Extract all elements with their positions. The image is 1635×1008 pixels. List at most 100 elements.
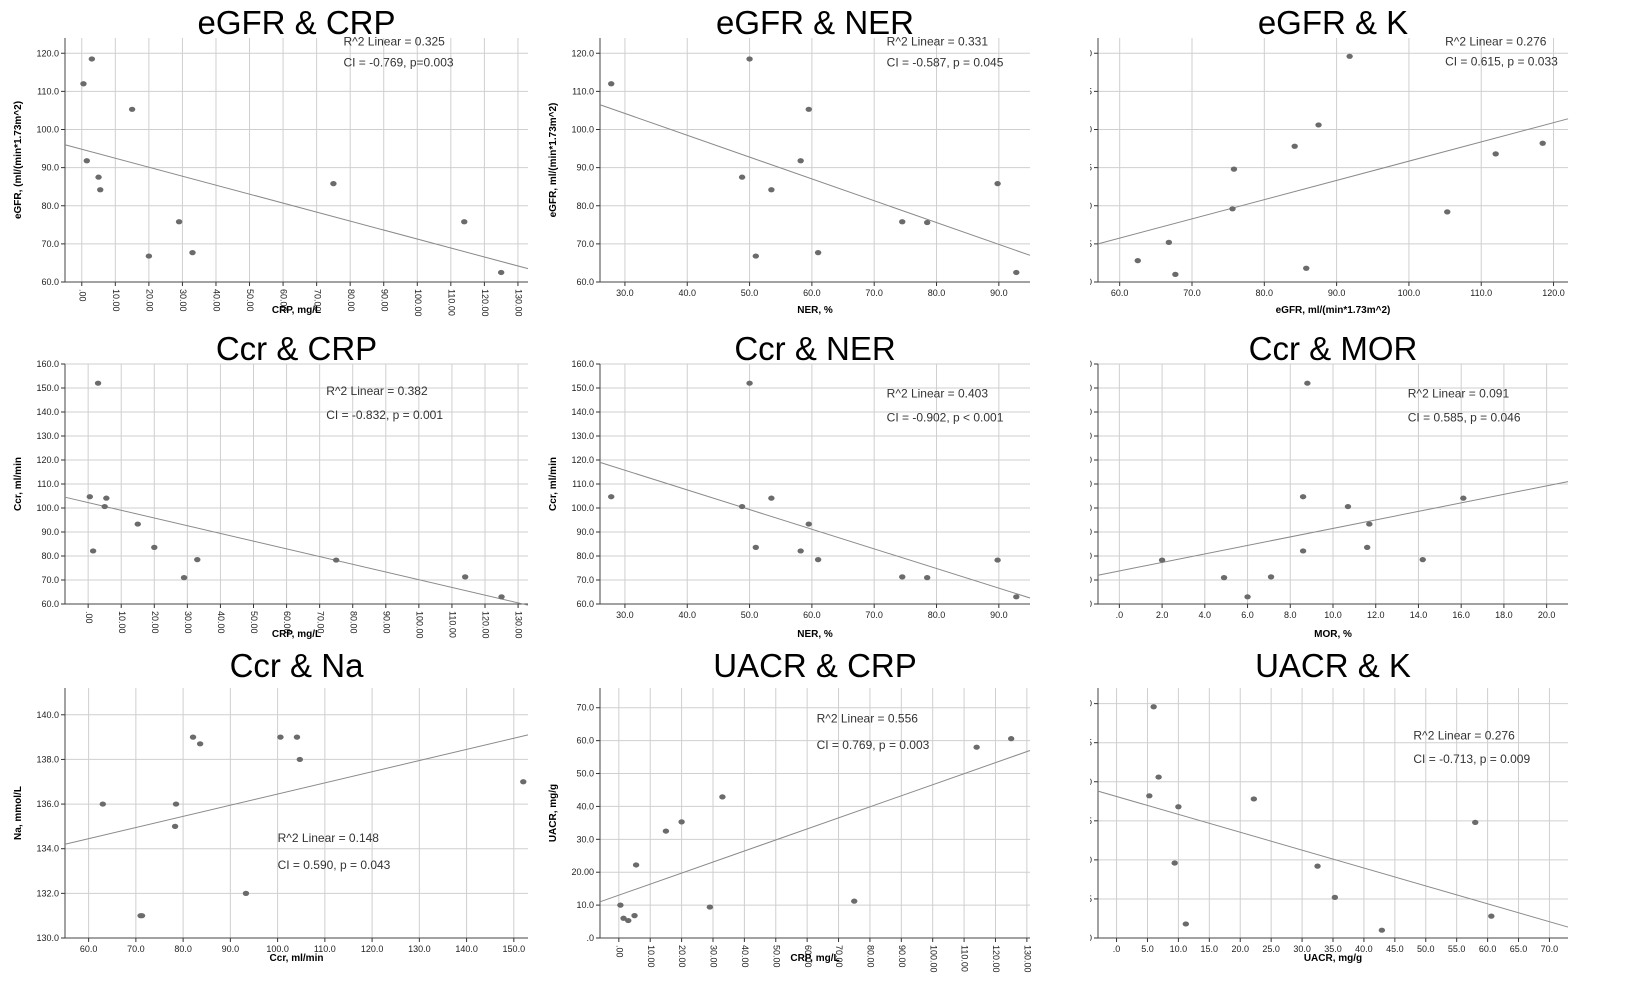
x-tick-label: 100.00: [413, 289, 423, 317]
r-squared-annotation: R^2 Linear = 0.403: [887, 387, 989, 401]
x-axis-label: CRP, mg/L: [272, 305, 321, 316]
x-tick-label: 40.0: [678, 288, 696, 298]
y-tick-label: 70.0: [41, 239, 59, 249]
y-tick-label: 130.0: [36, 933, 59, 943]
x-tick-label: .0: [1113, 944, 1121, 954]
x-tick-label: 50.0: [741, 610, 759, 620]
y-tick-label: 90.0: [41, 163, 59, 173]
y-tick-label: 90.0: [1090, 527, 1092, 537]
x-tick-label: 50.00: [771, 945, 781, 968]
y-tick-label: 110.0: [572, 86, 594, 96]
y-tick-label: 120.0: [36, 48, 59, 58]
data-point: [145, 253, 153, 259]
data-point: [617, 902, 624, 908]
data-point: [175, 219, 183, 225]
y-tick-label: 134.0: [36, 844, 59, 854]
chart-title: Ccr & CRP: [216, 330, 377, 367]
y-tick-label: 20.00: [571, 867, 594, 877]
x-tick-label: .00: [614, 945, 624, 958]
x-tick-label: 50.00: [245, 289, 255, 312]
data-point: [128, 106, 136, 112]
ci-annotation: CI = 0.590, p = 0.043: [278, 858, 391, 872]
x-tick-label: 10.0: [1324, 610, 1342, 620]
r-squared-annotation: R^2 Linear = 0.331: [887, 35, 989, 49]
x-tick-label: 30.00: [709, 945, 719, 968]
data-point: [752, 253, 759, 259]
x-tick-label: 120.00: [480, 289, 490, 317]
data-point: [80, 81, 87, 87]
data-point: [1331, 894, 1339, 900]
chart-title: Ccr & NER: [734, 330, 895, 367]
data-point: [1244, 594, 1251, 600]
x-tick-label: 70.00: [315, 611, 325, 634]
data-point: [151, 544, 158, 550]
fit-line: [1097, 481, 1569, 576]
r-squared-annotation: R^2 Linear = 0.325: [343, 35, 445, 49]
x-tick-label: 40.00: [216, 611, 226, 634]
x-tick-label: 100.0: [1398, 288, 1421, 298]
x-tick-label: 90.00: [379, 289, 389, 312]
ci-annotation: CI = -0.587, p = 0.045: [887, 56, 1004, 70]
y-tick-label: 110.0: [37, 479, 59, 489]
data-point: [923, 219, 931, 226]
r-squared-annotation: R^2 Linear = 0.091: [1408, 387, 1510, 401]
x-tick-label: 30.0: [1293, 944, 1311, 954]
x-tick-label: 90.0: [1328, 288, 1346, 298]
y-tick-label: 30.0: [576, 834, 594, 844]
x-tick-label: 20.00: [677, 945, 687, 968]
y-tick-label: 3.00: [1090, 933, 1092, 943]
y-tick-label: 140.0: [36, 710, 59, 720]
chart-title: eGFR & NER: [716, 4, 914, 41]
fit-line: [1097, 790, 1569, 928]
ci-annotation: CI = 0.585, p = 0.046: [1408, 411, 1521, 425]
y-tick-label: 136.0: [36, 799, 59, 809]
x-tick-label: 20.00: [150, 611, 160, 634]
data-point: [1419, 557, 1426, 563]
x-tick-label: 110.0: [1470, 288, 1492, 298]
y-tick-label: 4.50: [1090, 699, 1092, 709]
data-point: [1158, 557, 1166, 563]
data-point: [1299, 494, 1307, 500]
data-point: [189, 250, 196, 256]
data-point: [1165, 239, 1173, 245]
x-tick-label: 130.00: [514, 289, 524, 317]
y-tick-label: 120.0: [1090, 455, 1092, 465]
x-tick-label: 80.0: [928, 288, 946, 298]
y-tick-label: 60.0: [576, 736, 594, 746]
data-point: [994, 181, 1001, 187]
ci-annotation: CI = -0.769, p=0.003: [343, 56, 453, 70]
x-tick-label: 2.0: [1156, 610, 1169, 620]
data-point: [138, 913, 146, 919]
data-point: [1013, 269, 1020, 276]
x-tick-label: 40.0: [1355, 944, 1373, 954]
x-tick-label: 120.0: [361, 944, 384, 954]
x-tick-label: 50.00: [249, 611, 259, 634]
data-point: [189, 734, 197, 740]
x-tick-label: 60.00: [279, 289, 289, 312]
y-axis-label: Ccr, ml/min: [548, 457, 559, 511]
x-tick-label: 70.00: [834, 945, 844, 968]
y-tick-label: 80.0: [1090, 551, 1092, 561]
data-point: [746, 380, 753, 386]
r-squared-annotation: R^2 Linear = 0.276: [1413, 729, 1515, 743]
data-point: [738, 503, 746, 510]
x-tick-label: 6.0: [1241, 610, 1254, 620]
data-point: [752, 544, 759, 550]
x-tick-label: 60.00: [282, 611, 292, 634]
x-tick-label: 10.00: [111, 289, 121, 312]
data-point: [101, 503, 108, 510]
x-tick-label: 30.00: [183, 611, 193, 634]
data-point: [1146, 793, 1153, 799]
y-tick-label: 80.0: [576, 551, 594, 561]
x-tick-label: 110.0: [314, 944, 336, 954]
y-tick-label: 140.0: [571, 407, 594, 417]
x-tick-label: 30.00: [178, 289, 188, 312]
y-tick-label: 40.0: [576, 801, 594, 811]
x-tick-label: 60.0: [1479, 944, 1497, 954]
x-tick-label: 80.0: [1256, 288, 1274, 298]
data-point: [134, 521, 141, 527]
r-squared-annotation: R^2 Linear = 0.276: [1445, 35, 1547, 49]
x-tick-label: 50.0: [741, 288, 759, 298]
x-tick-label: 80.00: [346, 289, 356, 312]
x-tick-label: 60.00: [803, 945, 813, 968]
